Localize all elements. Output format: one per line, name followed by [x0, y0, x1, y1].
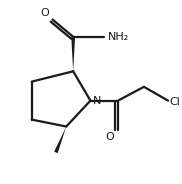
Polygon shape	[71, 37, 75, 71]
Polygon shape	[54, 127, 66, 153]
Text: NH₂: NH₂	[108, 32, 129, 42]
Text: O: O	[40, 8, 49, 18]
Text: N: N	[93, 96, 101, 107]
Text: O: O	[106, 132, 115, 142]
Text: Cl: Cl	[170, 97, 181, 107]
